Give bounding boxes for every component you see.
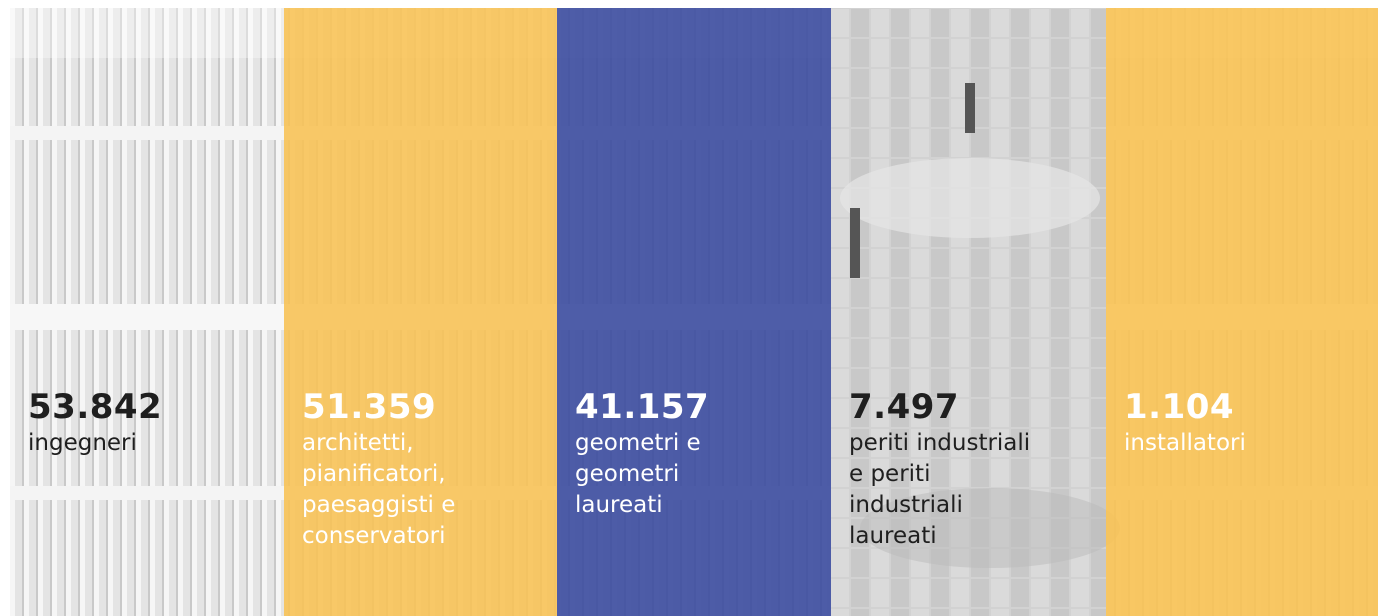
panel: 41.157 geometri e geometri laureati: [557, 8, 831, 616]
count: 51.359: [302, 388, 537, 426]
infographic: 53.842 ingegneri 51.359 architetti, pian…: [10, 8, 1378, 616]
panel: 53.842 ingegneri: [10, 8, 284, 616]
count: 7.497: [849, 388, 1049, 426]
panel: 7.497 periti industriali e periti indust…: [831, 8, 1106, 616]
profession: periti industriali e periti industriali …: [849, 428, 1049, 552]
count: 53.842: [28, 388, 268, 426]
count: 41.157: [575, 388, 745, 426]
profession: installatori: [1124, 428, 1359, 459]
count: 1.104: [1124, 388, 1359, 426]
panel: 1.104 installatori: [1106, 8, 1378, 616]
page: 53.842 ingegneri 51.359 architetti, pian…: [0, 0, 1387, 616]
panel: 51.359 architetti, pianificatori, paesag…: [284, 8, 557, 616]
profession: geometri e geometri laureati: [575, 428, 745, 521]
profession: architetti, pianificatori, paesaggisti e…: [302, 428, 537, 552]
profession: ingegneri: [28, 428, 268, 459]
